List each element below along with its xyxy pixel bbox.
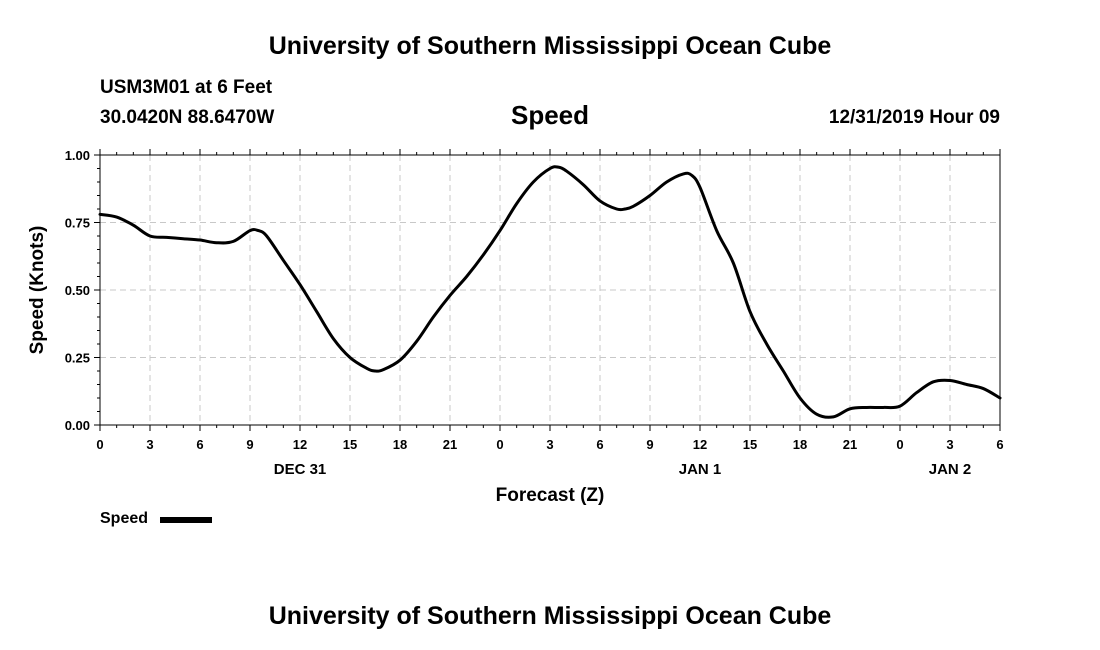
y-tick-label: 0.75: [65, 216, 90, 231]
chart-title-bottom: University of Southern Mississippi Ocean…: [268, 602, 832, 630]
x-tick-label: 6: [196, 437, 203, 452]
x-tick-label: 9: [646, 437, 653, 452]
x-tick-label: 12: [293, 437, 307, 452]
date-label: JAN 1: [679, 461, 722, 478]
x-tick-label: 0: [496, 437, 503, 452]
x-tick-label: 15: [343, 437, 357, 452]
y-tick-label: 0.25: [65, 351, 90, 366]
y-tick-label: 1.00: [65, 148, 90, 163]
x-tick-label: 0: [896, 437, 903, 452]
x-tick-label: 12: [693, 437, 707, 452]
grid: [100, 155, 1000, 425]
station-label: USM3M01 at 6 Feet: [100, 77, 273, 98]
x-tick-label: 6: [996, 437, 1003, 452]
date-label: JAN 2: [929, 461, 972, 478]
x-tick-label: 18: [393, 437, 407, 452]
date-label: DEC 31: [274, 461, 327, 478]
y-tick-label: 0.50: [65, 283, 90, 298]
coordinates-label: 30.0420N 88.6470W: [100, 107, 275, 128]
x-tick-label: 18: [793, 437, 807, 452]
parameter-title: Speed: [510, 100, 590, 130]
y-tick-label: 0.00: [65, 418, 90, 433]
x-axis-label: Forecast (Z): [496, 485, 605, 506]
x-tick-label: 15: [743, 437, 757, 452]
legend-label: Speed: [100, 510, 149, 527]
x-tick-label: 0: [96, 437, 103, 452]
forecast-datetime: 12/31/2019 Hour 09: [828, 107, 1000, 128]
x-tick-label: 9: [246, 437, 253, 452]
series-layer: [98, 165, 1002, 419]
legend-swatch: [160, 517, 212, 523]
x-tick-label: 3: [146, 437, 153, 452]
chart-title-top: University of Southern Mississippi Ocean…: [268, 32, 832, 60]
x-tick-label: 21: [843, 437, 857, 452]
x-tick-label: 6: [596, 437, 603, 452]
x-tick-label: 3: [946, 437, 953, 452]
y-axis-label: Speed (Knots): [27, 226, 48, 355]
series-line-speed: [98, 165, 1002, 419]
x-tick-label: 21: [443, 437, 457, 452]
x-tick-label: 3: [546, 437, 553, 452]
tick-labels: 0 3 6 9 12 15 18 21 0 3 6 9 12 15 18 21 0 3 6 DEC 31 JAN 1 JA…: [27, 148, 1004, 506]
axes: [94, 149, 1001, 431]
